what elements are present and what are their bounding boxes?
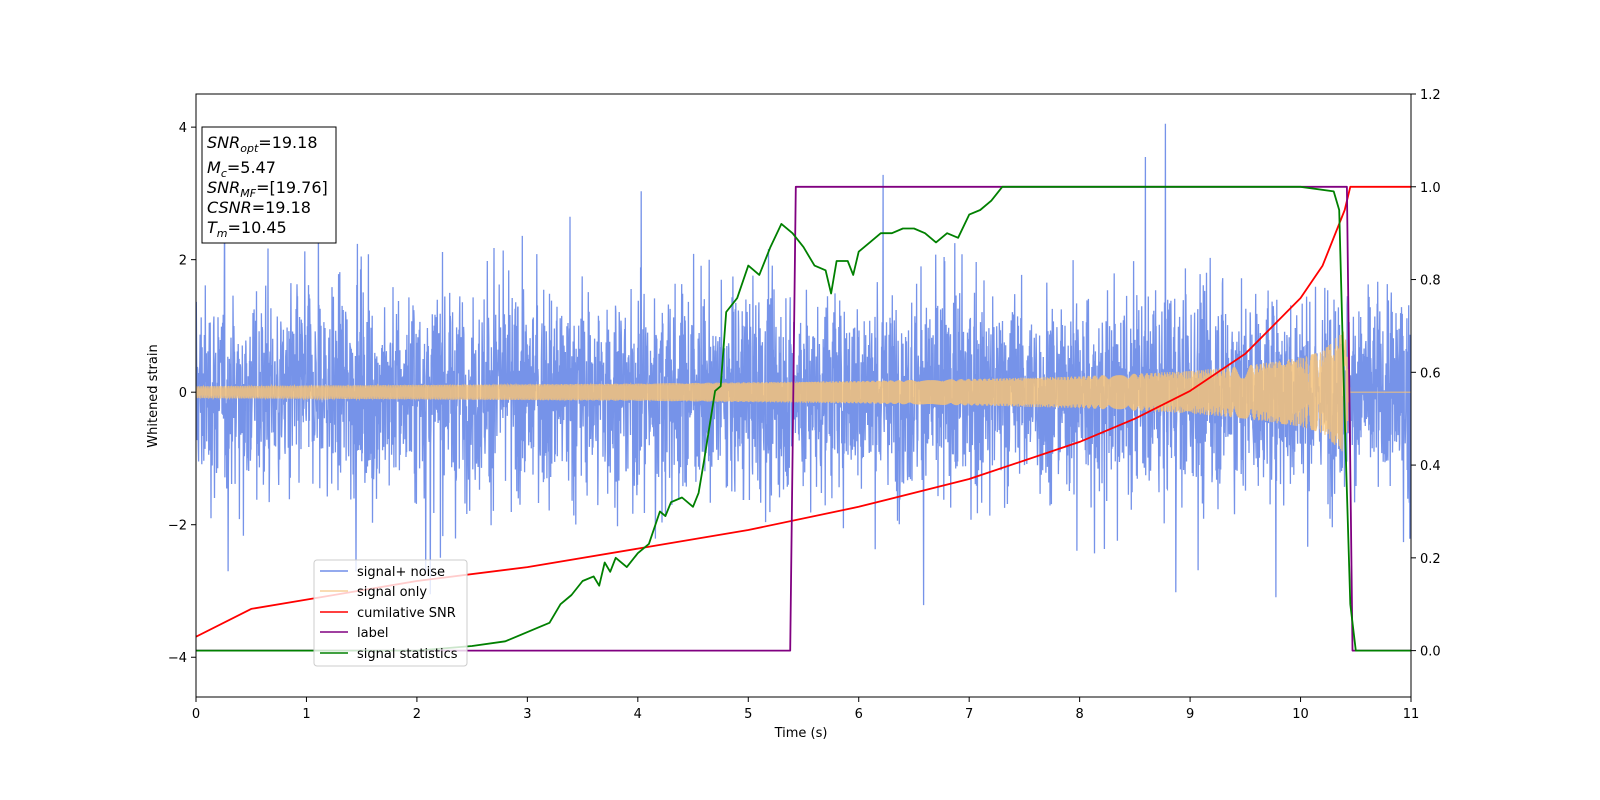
x-tick-label: 1	[302, 707, 310, 722]
legend-item-signal-noise: signal+ noise	[320, 565, 445, 580]
y-right-tick-label: 0.8	[1420, 274, 1441, 289]
plot-frame	[195, 93, 1412, 698]
x-tick-label: 6	[855, 707, 863, 722]
series-signal-only	[196, 331, 1411, 452]
x-tick-label: 8	[1075, 707, 1083, 722]
y-left-tick-label: −4	[168, 651, 187, 666]
info-tm: Tm=10.45	[207, 218, 287, 240]
legend-item-signal-statistics: signal statistics	[320, 647, 458, 662]
info-mc: Mc=5.47	[207, 158, 276, 180]
legend-label-label: label	[357, 626, 388, 641]
y-left-tick-label: 4	[179, 121, 187, 136]
info-box: SNRopt=19.18 Mc=5.47 SNRMF=[19.76] CSNR=…	[201, 126, 337, 244]
y-axis-label: Whitened strain	[146, 344, 161, 447]
info-csnr: CSNR=19.18	[207, 198, 311, 217]
y-right-tick-label: 1.0	[1420, 181, 1441, 196]
legend-frame	[313, 559, 468, 667]
legend-label-cumilative-snr: cumilative SNR	[357, 606, 456, 621]
y-right-tick-label: 1.2	[1420, 88, 1441, 103]
x-tick-label: 4	[634, 707, 642, 722]
y-left-tick-label: 2	[179, 254, 187, 269]
series-signal-statistics	[196, 185, 1411, 652]
x-tick-label: 7	[965, 707, 973, 722]
info-snr-opt: SNRopt=19.18	[207, 133, 318, 155]
axes: 0 1 2 3 4 5 6 7 8 9 10 11 4 2 0 −2 −4 1.2 1.0 0.8 0.6 0.4 0.2 0…	[168, 88, 1441, 722]
legend-item-cumilative-snr: cumilative SNR	[320, 606, 456, 621]
info-snr-mf: SNRMF=[19.76]	[207, 178, 328, 200]
y-right-tick-label: 0.2	[1420, 552, 1441, 567]
legend-label-signal-noise: signal+ noise	[357, 565, 445, 580]
y-left-tick-label: 0	[179, 386, 187, 401]
x-tick-label: 11	[1403, 707, 1420, 722]
x-tick-label: 9	[1186, 707, 1194, 722]
x-tick-label: 10	[1292, 707, 1309, 722]
y-right-tick-label: 0.0	[1420, 645, 1441, 660]
legend-item-label: label	[320, 626, 388, 641]
legend-label-signal-only: signal only	[357, 585, 427, 600]
legend-item-signal-only: signal only	[320, 585, 427, 600]
x-tick-label: 3	[523, 707, 531, 722]
x-tick-label: 0	[192, 707, 200, 722]
x-tick-label: 5	[744, 707, 752, 722]
y-right-tick-label: 0.6	[1420, 366, 1441, 381]
info-box-frame	[201, 126, 337, 244]
legend: signal+ noise signal only cumilative SNR…	[313, 559, 468, 667]
legend-label-signal-statistics: signal statistics	[357, 647, 458, 662]
x-tick-label: 2	[413, 707, 421, 722]
y-right-tick-label: 0.4	[1420, 459, 1441, 474]
y-left-tick-label: −2	[168, 519, 187, 534]
x-axis-label: Time (s)	[774, 726, 828, 741]
